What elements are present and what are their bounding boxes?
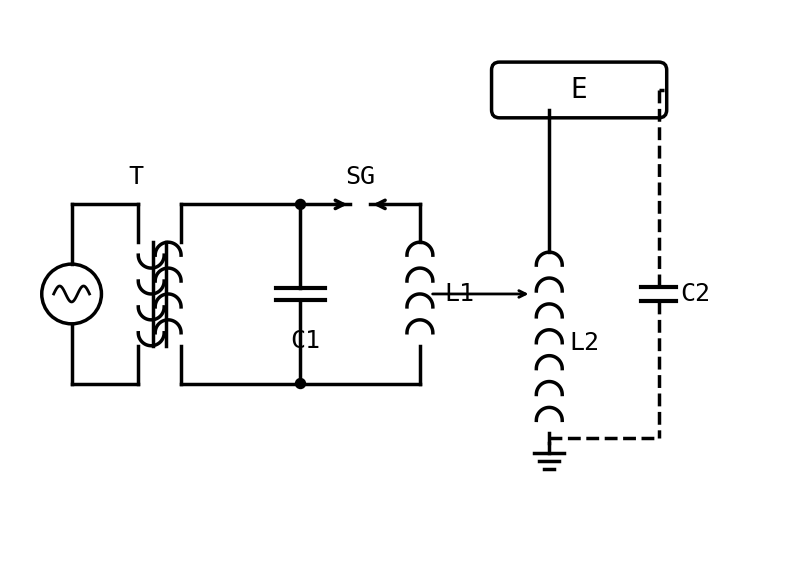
Text: SG: SG xyxy=(345,165,375,189)
FancyBboxPatch shape xyxy=(491,62,666,118)
Text: L1: L1 xyxy=(445,282,474,306)
Text: C1: C1 xyxy=(290,329,321,353)
Circle shape xyxy=(295,379,306,389)
Text: C2: C2 xyxy=(681,282,710,306)
Text: E: E xyxy=(570,76,587,104)
Text: T: T xyxy=(129,165,144,189)
Text: L2: L2 xyxy=(569,331,599,355)
Circle shape xyxy=(295,199,306,210)
